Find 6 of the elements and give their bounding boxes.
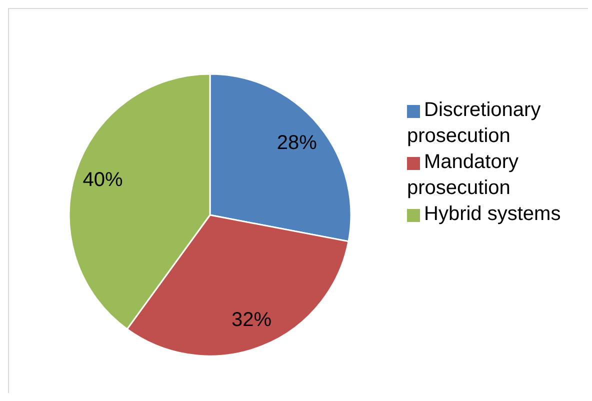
data-label: 28% <box>276 132 318 154</box>
legend-label: Discretionary prosecution <box>407 99 541 147</box>
legend-label: Mandatory prosecution <box>407 151 518 199</box>
legend-label: Hybrid systems <box>424 203 561 225</box>
data-label: 40% <box>82 169 123 192</box>
data-label: 32% <box>232 308 272 331</box>
